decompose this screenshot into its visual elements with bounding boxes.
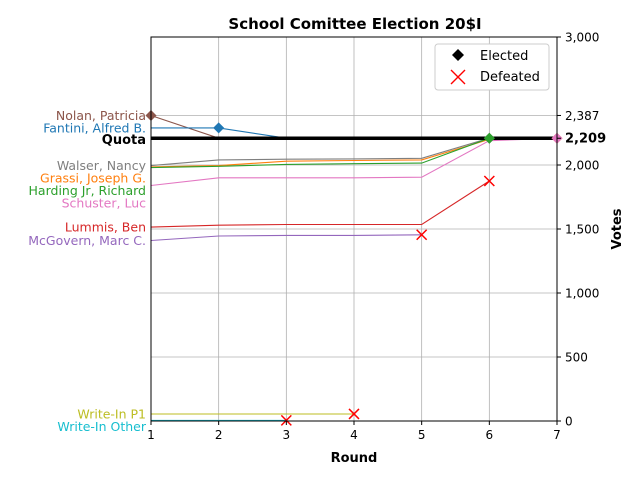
y-tick-label: 2,000 xyxy=(565,159,599,173)
elected-marker-harding-jr-richard xyxy=(483,132,495,144)
y-tick-label: 0 xyxy=(565,415,573,429)
x-tick-label: 5 xyxy=(418,428,426,442)
candidate-label-schuster-luc: Schuster, Luc xyxy=(62,196,147,211)
y-tick-label: 1,500 xyxy=(565,223,599,237)
candidate-label-harding-jr-richard: Harding Jr, Richard xyxy=(29,183,146,198)
elected-legend-marker xyxy=(452,49,464,61)
y-tick-label: 3,000 xyxy=(565,31,599,45)
outcome-markers xyxy=(145,109,563,426)
y-tick-label: 2,387 xyxy=(565,109,599,123)
legend: Elected Defeated xyxy=(434,43,550,91)
y-axis-ticks: 0 500 1,000 1,500 2,000 2,209 2,387 3,000 xyxy=(557,31,606,429)
y-tick-label: 2,209 xyxy=(565,132,606,147)
series-line-mcgovern-marc-c xyxy=(150,234,422,242)
x-tick-label: 7 xyxy=(553,428,561,442)
candidate-label-fantini-alfred-b: Fantini, Alfred B. xyxy=(43,120,146,135)
x-tick-label: 4 xyxy=(350,428,358,442)
y-axis-label: Votes xyxy=(610,208,625,249)
defeated-marker-lummis-ben xyxy=(483,175,495,187)
x-axis-ticks: 1 2 3 4 5 6 7 xyxy=(147,421,561,442)
x-tick-label: 1 xyxy=(147,428,155,442)
defeated-marker-mcgovern-marc-c xyxy=(416,229,428,241)
y-tick-label: 1,000 xyxy=(565,287,599,301)
x-tick-label: 2 xyxy=(215,428,223,442)
series-line-lummis-ben xyxy=(150,180,490,228)
y-tick-label: 500 xyxy=(565,351,588,365)
elected-marker-fantini-alfred-b xyxy=(213,122,225,134)
candidate-label-lummis-ben: Lummis, Ben xyxy=(65,220,146,235)
x-tick-label: 3 xyxy=(283,428,291,442)
x-tick-label: 6 xyxy=(486,428,494,442)
candidate-label-write-in-other: Write-In Other xyxy=(57,419,146,434)
candidate-label-grassi-joseph-g: Grassi, Joseph G. xyxy=(40,171,146,186)
candidate-label-mcgovern-marc-c: McGovern, Marc C. xyxy=(28,233,146,248)
candidate-label-nolan-patricia: Nolan, Patricia xyxy=(56,108,146,123)
defeated-marker-write-in-p1 xyxy=(348,408,360,420)
legend-defeated-label: Defeated xyxy=(480,70,540,85)
x-axis-label: Round xyxy=(331,451,378,466)
candidate-label-write-in-p1: Write-In P1 xyxy=(77,406,146,421)
defeated-legend-marker xyxy=(450,69,466,85)
candidate-label-walser-nancy: Walser, Nancy xyxy=(57,158,147,173)
defeated-marker-write-in-other xyxy=(280,414,292,426)
legend-elected-label: Elected xyxy=(480,49,528,64)
chart-title: School Comittee Election 20$I xyxy=(228,15,481,33)
quota-label: Quota xyxy=(102,133,146,148)
